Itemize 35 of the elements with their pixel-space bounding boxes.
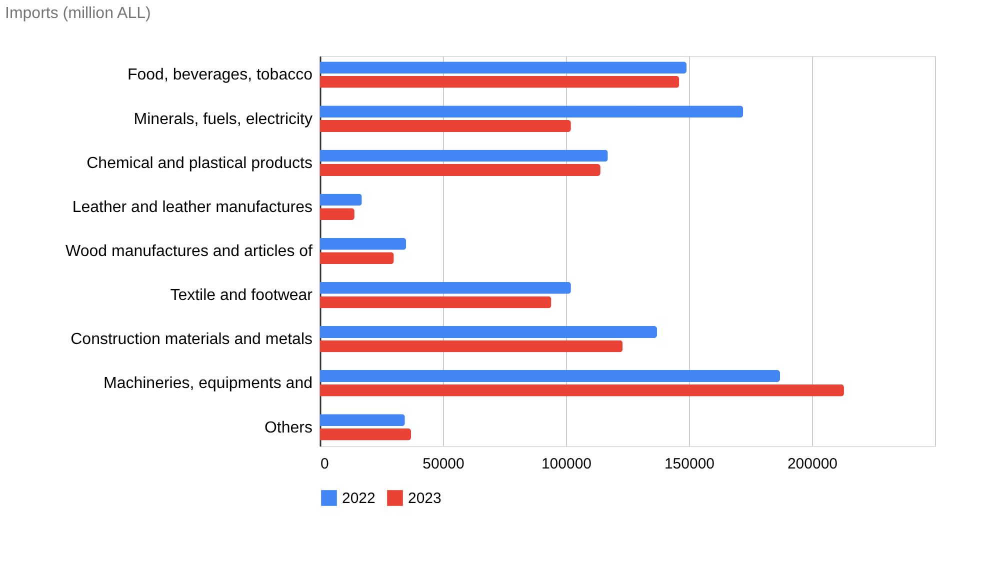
- bar: [320, 106, 744, 118]
- x-tick-label: 50000: [422, 456, 464, 472]
- bar: [320, 252, 394, 264]
- x-tick-label: 150000: [664, 456, 715, 472]
- x-tick-label: 0: [320, 456, 329, 472]
- bar: [320, 370, 780, 382]
- bar: [320, 208, 354, 220]
- y-tick-label: Others: [264, 419, 312, 436]
- y-tick-label: Leather and leather manufactures: [72, 198, 312, 216]
- legend-label: 2023: [408, 490, 442, 507]
- text: Imports (million ALL): [5, 5, 151, 22]
- bar: [320, 62, 687, 74]
- x-tick-label: 100000: [541, 456, 592, 472]
- bar: [320, 428, 412, 440]
- bar: [320, 120, 571, 132]
- bar: [320, 384, 844, 396]
- y-tick-label: Minerals, fuels, electricity: [134, 110, 312, 128]
- bar: [320, 282, 571, 294]
- y-tick-label: Textile and footwear: [170, 287, 314, 304]
- x-tick-label: 200000: [787, 456, 838, 472]
- y-tick-label: Construction materials and metals: [70, 331, 312, 348]
- y-tick-label: Machineries, equipments and: [103, 375, 312, 392]
- bar: [320, 296, 552, 308]
- bar: [320, 326, 658, 338]
- bar: [320, 164, 600, 176]
- y-tick-label: Chemical and plastical products: [86, 154, 312, 172]
- bar: [320, 340, 623, 352]
- bar: [320, 194, 362, 206]
- y-tick-label: Wood manufactures and articles of: [66, 243, 314, 260]
- bar: [320, 150, 608, 162]
- legend-label: 2022: [342, 490, 376, 507]
- bar: [320, 238, 406, 250]
- bar: [320, 76, 680, 88]
- bar: [320, 414, 405, 426]
- y-tick-label: Food, beverages, tobacco: [127, 66, 313, 84]
